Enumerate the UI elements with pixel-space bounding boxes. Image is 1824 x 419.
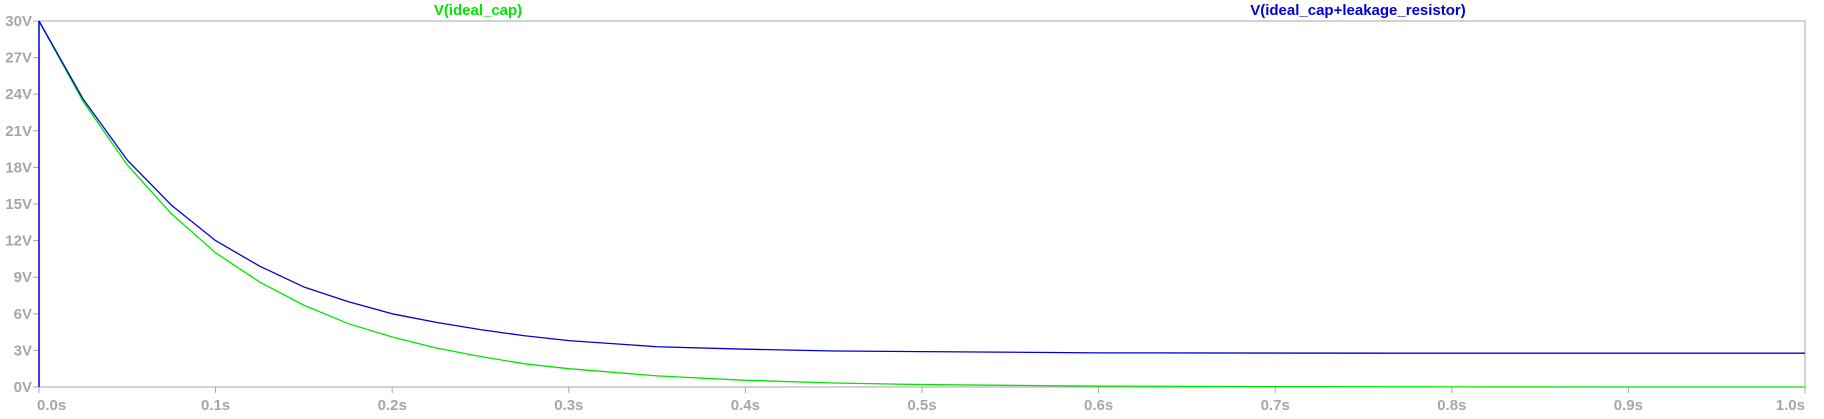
- x-tick-label: 0.5s: [907, 397, 936, 414]
- y-tick-label: 24V: [5, 86, 32, 103]
- x-tick-label: 0.6s: [1084, 397, 1113, 414]
- plot-frame: [38, 20, 1806, 388]
- legend: V(ideal_cap) V(ideal_cap+leakage_resistor…: [434, 2, 1466, 19]
- x-tick-label: 0.9s: [1614, 397, 1643, 414]
- y-tick-label: 3V: [14, 342, 32, 359]
- axes: [38, 20, 1806, 388]
- x-axis-ticks: 0.0s 0.1s 0.2s 0.3s 0.4s 0.5s 0.6s 0.7s 0.8s 0.9s…: [37, 387, 1806, 414]
- x-tick-label: 0.7s: [1261, 397, 1290, 414]
- x-tick-label: 0.1s: [201, 397, 230, 414]
- x-tick-label: 0.8s: [1437, 397, 1466, 414]
- x-tick-label: 0.3s: [554, 397, 583, 414]
- y-tick-label: 18V: [5, 159, 32, 176]
- y-tick-label: 12V: [5, 233, 32, 250]
- x-tick-label: 0.0s: [37, 397, 66, 414]
- y-tick-label: 30V: [5, 13, 32, 30]
- series-line-ideal-cap-leakage-resistor: [38, 20, 1805, 354]
- x-tick-label: 0.4s: [731, 397, 760, 414]
- y-tick-label: 6V: [14, 306, 32, 323]
- y-tick-label: 9V: [14, 269, 32, 286]
- y-tick-label: 15V: [5, 196, 32, 213]
- y-tick-label: 21V: [5, 123, 32, 140]
- x-tick-label: 0.2s: [378, 397, 407, 414]
- legend-entry-ideal-cap[interactable]: V(ideal_cap): [434, 2, 522, 19]
- y-axis-ticks: 0V 3V 6V 9V 12V 15V 18V 21V 24V 27V 30V: [5, 13, 39, 396]
- x-tick-label: 1.0s: [1776, 397, 1805, 414]
- legend-entry-ideal-cap-leakage-resistor[interactable]: V(ideal_cap+leakage_resistor): [1250, 2, 1466, 19]
- series-line-ideal-cap: [38, 20, 1805, 388]
- y-tick-label: 27V: [5, 50, 32, 67]
- y-tick-label: 0V: [14, 379, 32, 396]
- series-traces: [38, 20, 1805, 388]
